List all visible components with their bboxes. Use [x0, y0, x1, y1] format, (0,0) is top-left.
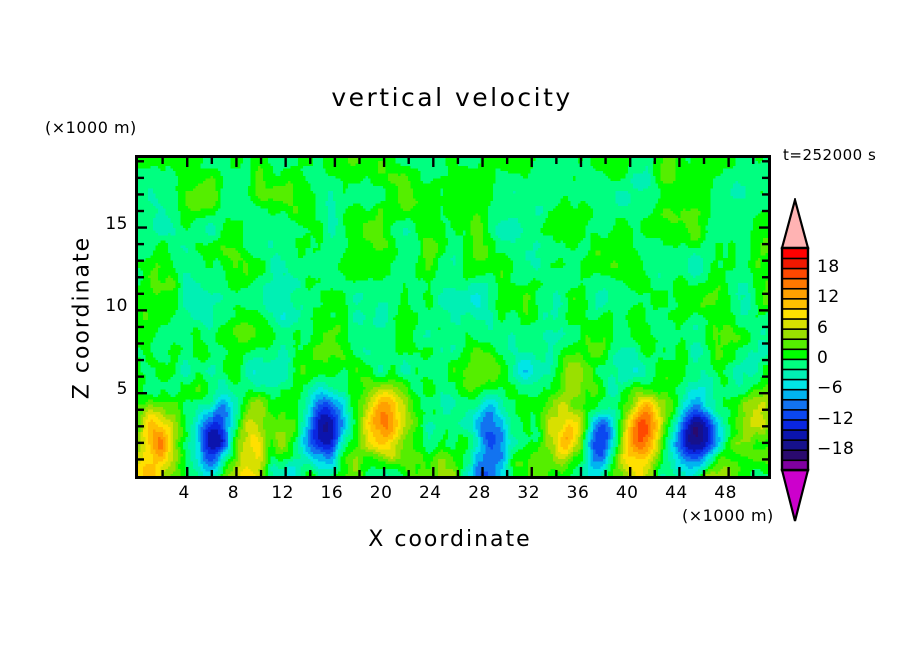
contour-plot-area: [135, 155, 771, 479]
x-tick-label: 28: [458, 483, 502, 503]
x-tick-label: 24: [408, 483, 452, 503]
colorbar-tick-label: 6: [817, 318, 828, 338]
colorbar-tick-label: 12: [817, 287, 840, 307]
y-tick-label: 15: [88, 214, 128, 234]
colorbar-tick-label: 0: [817, 348, 828, 368]
y-tick-label: 5: [88, 379, 128, 399]
x-tick-label: 16: [310, 483, 354, 503]
x-axis-title: X coordinate: [135, 527, 765, 552]
y-axis-unit-label: (×1000 m): [45, 118, 137, 137]
x-tick-label: 44: [654, 483, 698, 503]
x-tick-label: 48: [704, 483, 748, 503]
colorbar-tick-label: −12: [817, 409, 854, 429]
colorbar: [778, 198, 812, 523]
colorbar-tick-label: −18: [817, 439, 854, 459]
x-tick-label: 32: [507, 483, 551, 503]
page-title: vertical velocity: [0, 83, 904, 112]
x-axis-unit-label: (×1000 m): [682, 506, 774, 525]
colorbar-tick-label: −6: [817, 378, 843, 398]
x-tick-label: 12: [261, 483, 305, 503]
x-tick-label: 4: [162, 483, 206, 503]
x-tick-label: 40: [605, 483, 649, 503]
x-tick-label: 36: [556, 483, 600, 503]
colorbar-tick-label: 18: [817, 257, 840, 277]
x-tick-label: 8: [211, 483, 255, 503]
time-annotation: t=252000 s: [783, 146, 876, 164]
y-tick-label: 10: [88, 296, 128, 316]
vertical-velocity-field: [138, 158, 768, 476]
x-tick-label: 20: [359, 483, 403, 503]
figure-canvas: vertical velocity (×1000 m) (×1000 m) t=…: [0, 0, 904, 654]
